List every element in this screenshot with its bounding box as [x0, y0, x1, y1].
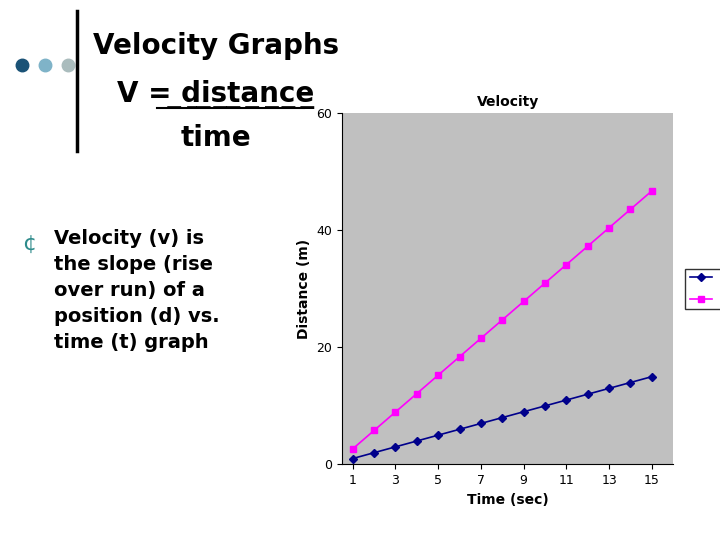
Series2	[498, 316, 507, 323]
Series2	[562, 261, 571, 268]
Series1	[391, 444, 400, 450]
Series1	[455, 426, 464, 433]
Title: Velocity: Velocity	[477, 96, 539, 110]
Series1	[562, 397, 571, 403]
Series2	[626, 206, 635, 213]
Series2	[647, 188, 656, 194]
Series2	[348, 446, 357, 452]
Series2	[455, 354, 464, 360]
Series1	[626, 379, 635, 386]
Series1	[519, 408, 528, 415]
Series2	[370, 427, 379, 434]
Series2	[583, 243, 592, 249]
Text: Velocity Graphs: Velocity Graphs	[93, 32, 339, 60]
X-axis label: Time (sec): Time (sec)	[467, 492, 549, 507]
Y-axis label: Distance (m): Distance (m)	[297, 239, 311, 339]
Series1	[647, 374, 656, 380]
Text: ¢: ¢	[22, 235, 36, 255]
Series1	[413, 438, 421, 444]
Series2	[434, 372, 443, 379]
Series1	[498, 414, 507, 421]
Legend: Series1, Series2: Series1, Series2	[685, 269, 720, 309]
Line: Series1: Series1	[350, 374, 654, 461]
Text: Velocity (v) is
the slope (rise
over run) of a
position (d) vs.
time (t) graph: Velocity (v) is the slope (rise over run…	[54, 230, 220, 352]
Series2	[391, 409, 400, 415]
Series2	[541, 280, 549, 286]
Line: Series2: Series2	[350, 188, 654, 451]
Series1	[605, 385, 613, 392]
Text: V = ̲d̲i̲s̲t̲a̲n̲c̲e̲: V = ̲d̲i̲s̲t̲a̲n̲c̲e̲	[117, 80, 315, 109]
Series2	[477, 335, 485, 342]
Series1	[477, 420, 485, 427]
Series2	[519, 298, 528, 305]
Series1	[434, 432, 443, 438]
Series1	[541, 403, 549, 409]
Series2	[413, 390, 421, 397]
Series2	[605, 225, 613, 231]
Text: time: time	[181, 124, 251, 152]
Series1	[370, 449, 379, 456]
Series1	[348, 455, 357, 462]
Series1	[583, 391, 592, 397]
